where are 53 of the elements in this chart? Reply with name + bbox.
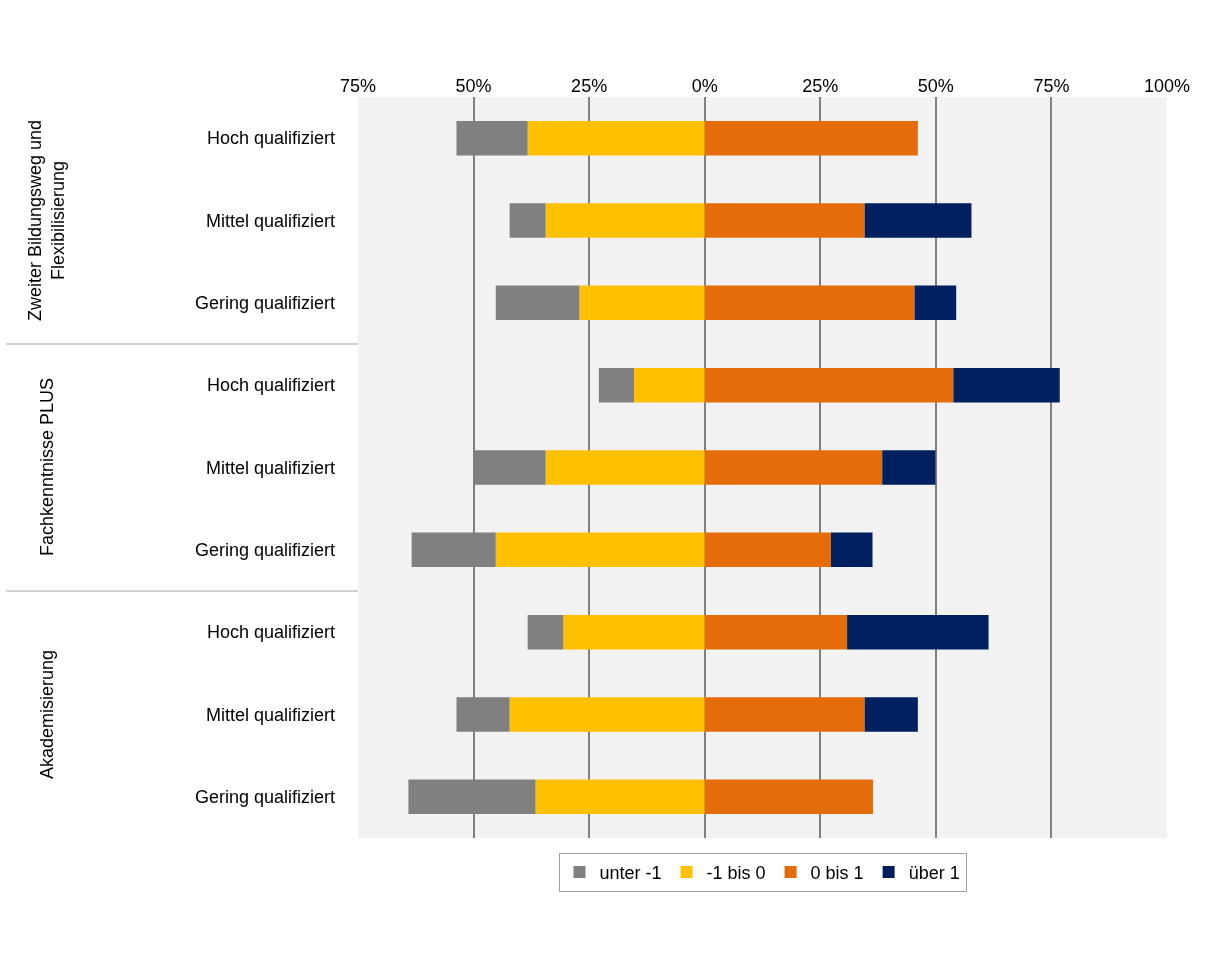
x-tick-label: 50%: [455, 76, 492, 97]
y-tick-label: Mittel qualifiziert: [205, 457, 335, 478]
bar: [527, 614, 564, 650]
y-tick-label: Hoch qualifiziert: [206, 622, 335, 643]
bar: [598, 367, 634, 403]
y-tick-label: Gering qualifiziert: [194, 293, 335, 314]
y-tick-label: Hoch qualifiziert: [206, 375, 335, 396]
bar: [704, 697, 865, 732]
bar: [545, 203, 705, 238]
x-tick-label: 75%: [1033, 76, 1070, 97]
bar: [704, 779, 873, 815]
bar: [704, 450, 883, 485]
bar: [914, 285, 957, 321]
bar: [509, 697, 705, 732]
x-tick-label: 25%: [571, 76, 608, 97]
y-tick-label: Gering qualifiziert: [194, 787, 335, 808]
bar: [535, 779, 705, 815]
x-tick-label: 25%: [802, 76, 839, 97]
bar: [704, 367, 954, 403]
bar: [579, 285, 705, 321]
text: Fachkenntnisse PLUS: [37, 377, 58, 557]
bar: [882, 450, 936, 485]
bar: [704, 285, 915, 321]
bar: [864, 697, 918, 732]
bar: [704, 532, 831, 568]
legend-label: über 1: [908, 863, 960, 884]
text: Akademisierung: [37, 649, 58, 780]
y-tick-label: Gering qualifiziert: [194, 540, 335, 561]
x-tick-label: 0%: [691, 76, 718, 97]
legend-label: unter -1: [599, 863, 662, 884]
bar: [704, 614, 848, 650]
bar: [509, 203, 546, 238]
x-tick-label: 75%: [339, 76, 377, 97]
bar: [527, 120, 705, 156]
y-tick-label: Hoch qualifiziert: [206, 128, 335, 149]
y-tick-label: Mittel qualifiziert: [205, 210, 335, 231]
bar: [495, 532, 705, 568]
bar: [545, 450, 705, 485]
bar: [704, 120, 918, 156]
legend-label: -1 bis 0: [706, 863, 766, 884]
bar: [830, 532, 873, 568]
bar: [864, 203, 972, 238]
text: Zweiter Bildungsweg und Flexibilisierung: [25, 119, 69, 322]
bar: [633, 367, 705, 403]
bar: [847, 614, 989, 650]
bar: [953, 367, 1060, 403]
legend-label: 0 bis 1: [810, 863, 864, 884]
bar: [704, 203, 865, 238]
bar: [563, 614, 705, 650]
bar: [495, 285, 580, 321]
y-tick-label: Mittel qualifiziert: [205, 704, 335, 725]
x-tick-label: 50%: [917, 76, 954, 97]
x-tick-label: 100%: [1143, 76, 1191, 97]
